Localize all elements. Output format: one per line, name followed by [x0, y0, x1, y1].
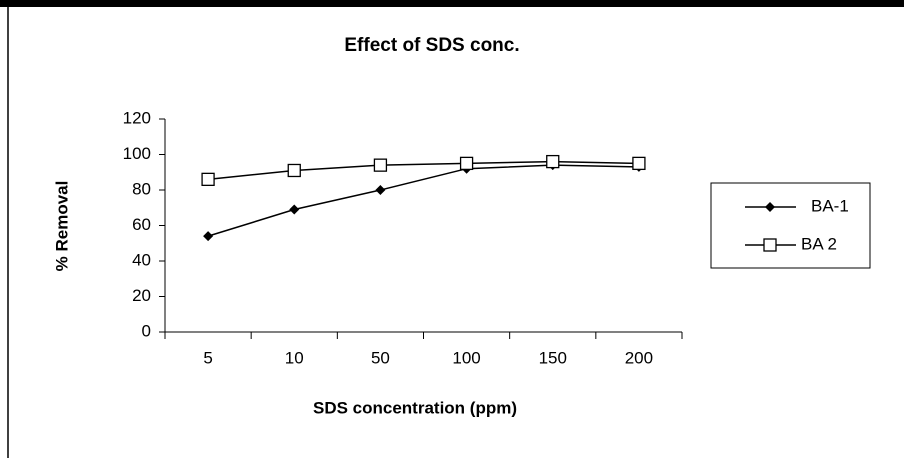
y-tick-label: 40 [132, 250, 151, 269]
marker [289, 204, 300, 215]
marker [201, 172, 215, 187]
x-tick-label: 150 [539, 348, 567, 367]
marker [632, 156, 646, 171]
y-tick-label: 60 [132, 215, 151, 234]
x-tick-label: 5 [203, 348, 212, 367]
marker [375, 185, 386, 195]
legend-box [710, 182, 871, 269]
marker [546, 154, 560, 169]
x-tick-label: 100 [452, 348, 480, 367]
chart-title: Effect of SDS conc. [344, 35, 519, 56]
marker [287, 163, 301, 178]
series-line [207, 164, 639, 237]
x-tick-label: 50 [371, 348, 390, 367]
marker [203, 231, 214, 242]
y-tick-label: 80 [132, 179, 151, 198]
y-tick-label: 100 [123, 144, 151, 163]
legend-label: BA 2 [801, 234, 837, 253]
marker [459, 156, 474, 171]
y-axis-title: % Removal [52, 181, 71, 272]
top-bar [0, 0, 904, 7]
x-tick-label: 10 [285, 348, 304, 367]
marker [763, 238, 777, 252]
marker [373, 158, 388, 172]
x-tick-label: 200 [625, 348, 653, 367]
series-line [208, 160, 639, 181]
y-tick-label: 20 [132, 286, 151, 305]
y-tick-label: 0 [142, 321, 151, 340]
x-axis-title: SDS concentration (ppm) [313, 398, 517, 417]
marker [765, 202, 775, 212]
legend-label: BA-1 [811, 196, 849, 215]
y-tick-label: 120 [123, 108, 151, 127]
